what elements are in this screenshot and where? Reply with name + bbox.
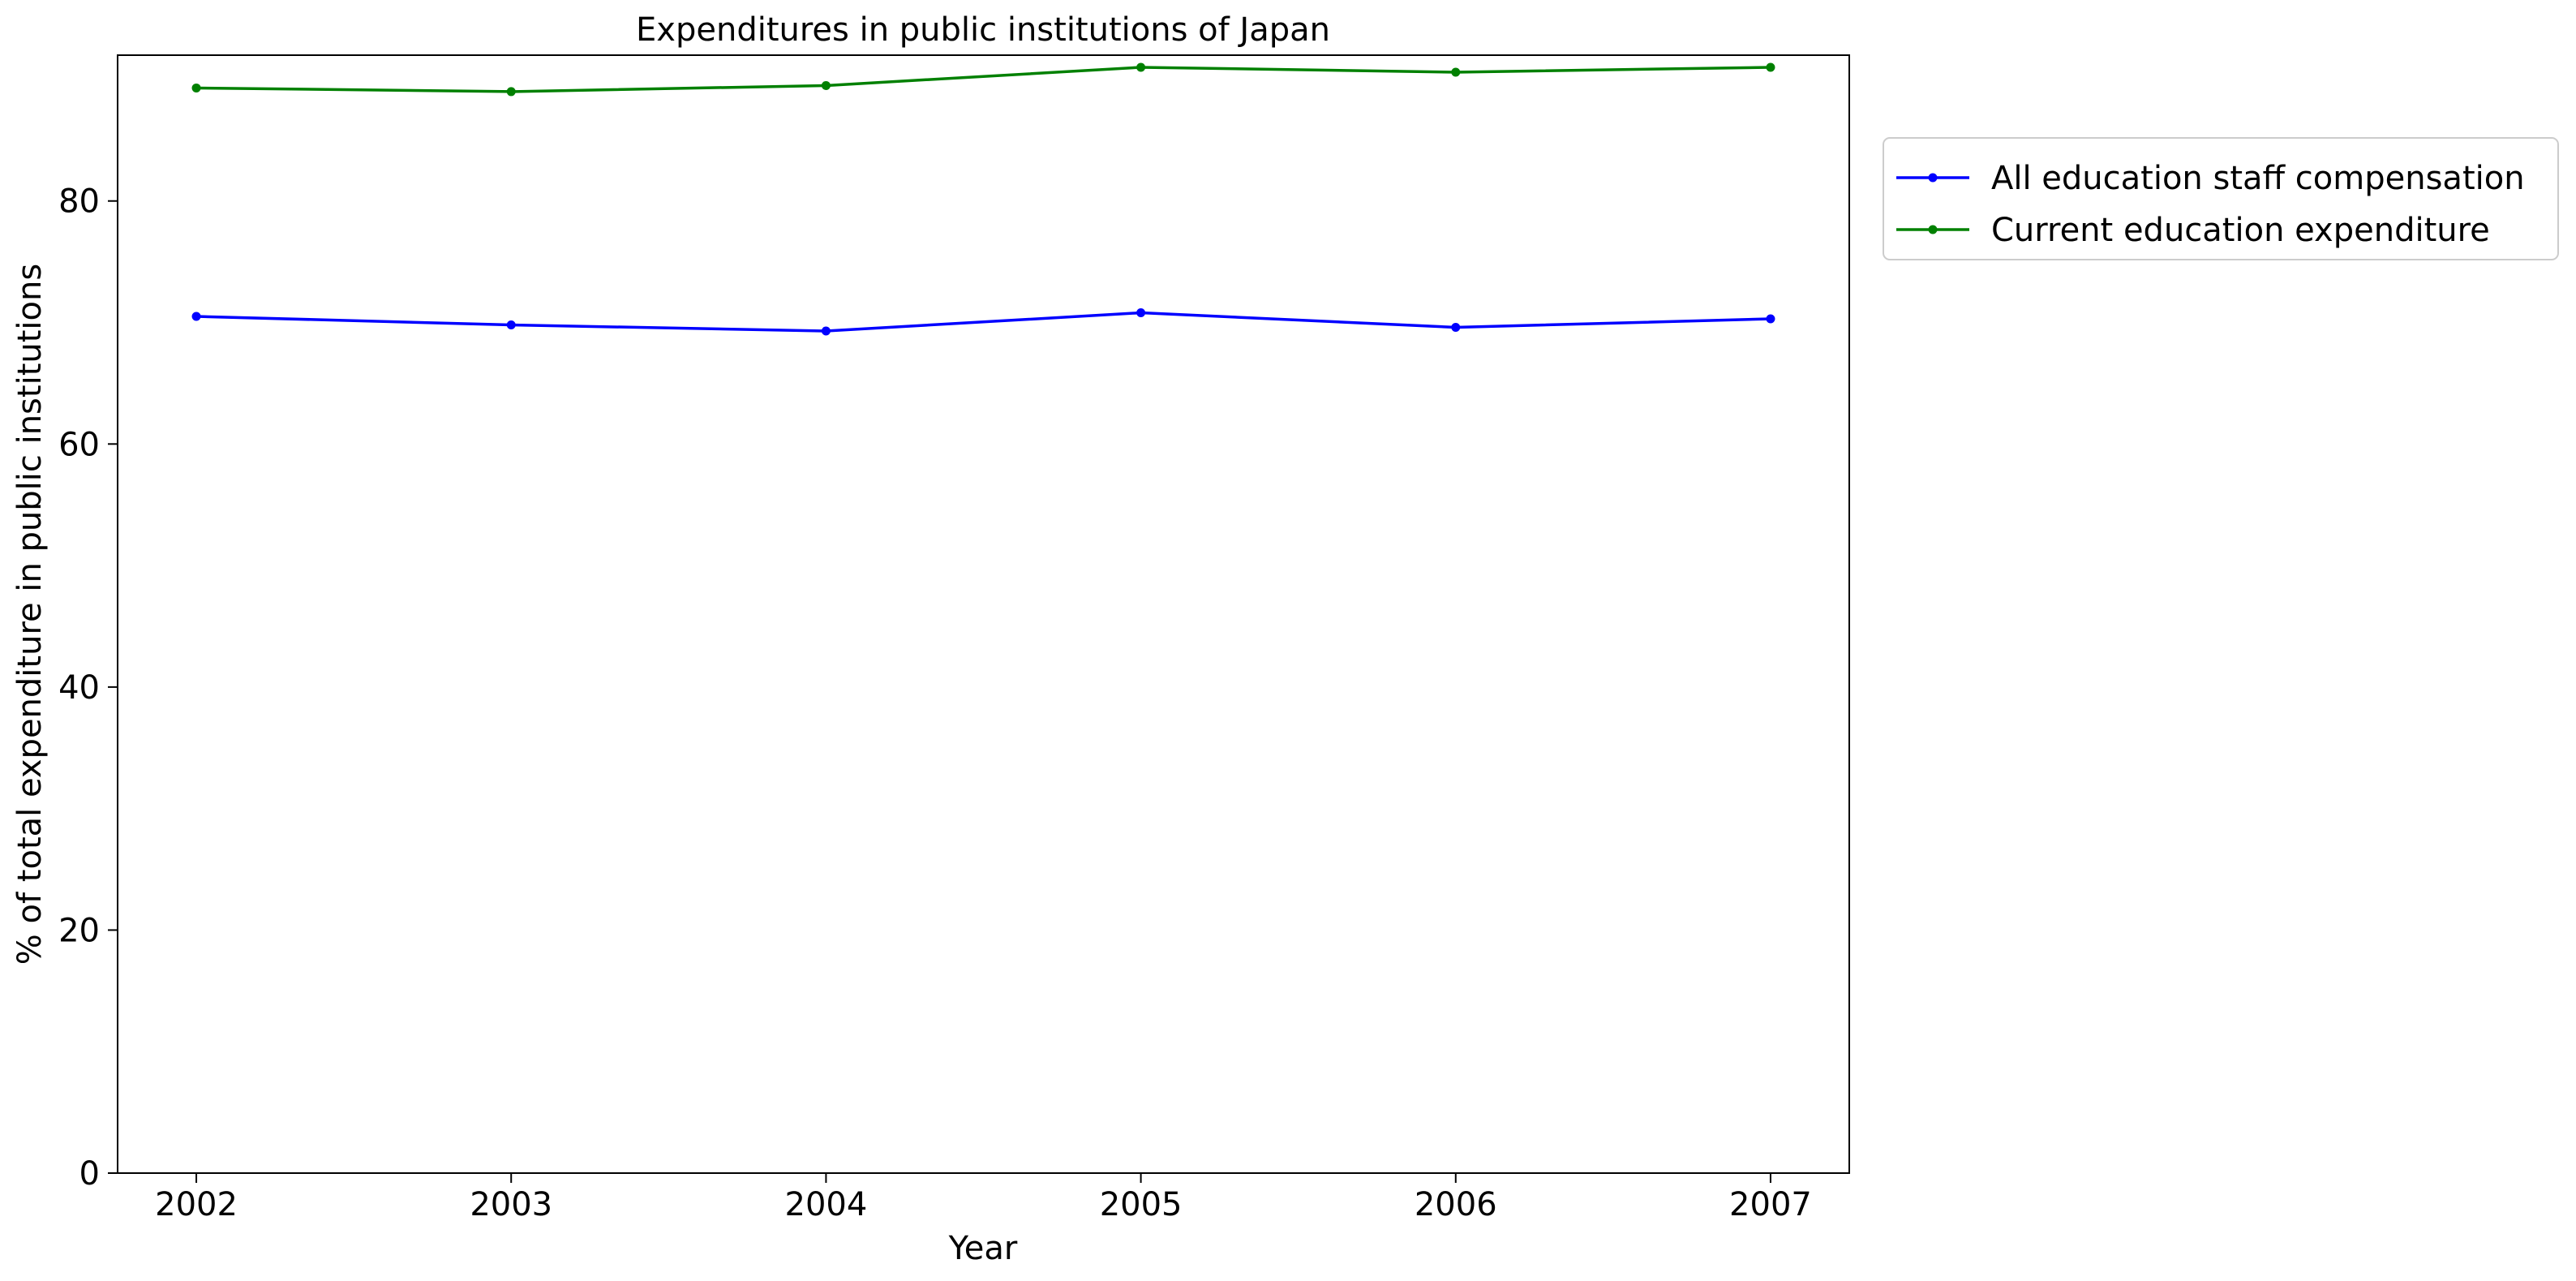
x-tick-label: 2002 (155, 1186, 238, 1223)
series-1-point (1136, 308, 1146, 318)
x-tick-label: 2007 (1729, 1186, 1812, 1223)
y-axis-label: % of total expenditure in public institu… (11, 264, 49, 965)
legend-marker-2 (1928, 225, 1938, 234)
y-tick-label: 40 (58, 669, 100, 707)
y-axis-ticks: 0 20 40 60 80 (58, 183, 118, 1193)
plot-area (117, 54, 1850, 1174)
legend-label-2: Current education expenditure (1991, 212, 2490, 249)
series-1-point (1766, 314, 1775, 324)
series-1-point (821, 326, 831, 336)
x-axis-label: Year (948, 1230, 1018, 1267)
series-1-point (1451, 323, 1461, 333)
series-1-point (506, 320, 516, 330)
series-2-point (1766, 62, 1775, 72)
chart-title: Expenditures in public institutions of J… (636, 11, 1330, 49)
series-line-1 (195, 311, 1771, 333)
series-2-point (821, 80, 831, 90)
y-tick-label: 0 (79, 1155, 100, 1193)
y-tick-label: 60 (58, 426, 100, 463)
legend-label-1: All education staff compensation (1991, 160, 2525, 197)
series-2-point (506, 87, 516, 97)
x-tick-label: 2005 (1100, 1186, 1183, 1223)
series-2-point (1451, 67, 1461, 77)
y-tick-label: 80 (58, 183, 100, 221)
x-tick-label: 2006 (1415, 1186, 1497, 1223)
x-tick-label: 2004 (785, 1186, 868, 1223)
series-layer (191, 62, 1775, 336)
x-axis-ticks: 2002 2003 2004 2005 2006 2007 (155, 1173, 1812, 1223)
series-2-point (191, 83, 201, 92)
legend: All education staff compensation Current … (1883, 137, 2559, 260)
x-tick-label: 2003 (470, 1186, 552, 1223)
series-1-point (191, 312, 201, 321)
series-2-point (1136, 62, 1146, 72)
legend-marker-1 (1928, 173, 1938, 183)
legend-box (1883, 137, 2559, 260)
series-line-2 (196, 66, 1771, 93)
y-tick-label: 20 (58, 912, 100, 949)
